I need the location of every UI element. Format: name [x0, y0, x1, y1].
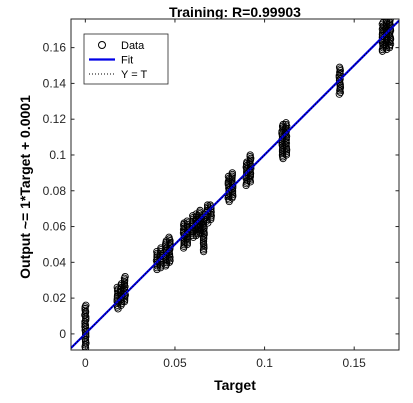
x-tick-label: 0 [82, 356, 89, 370]
y-tick-label: 0.1 [49, 148, 66, 162]
data-point [113, 283, 121, 292]
identity-line [71, 20, 399, 349]
y-tick-label: 0.02 [43, 291, 67, 305]
data-point [386, 19, 394, 23]
y-tick-label: 0.12 [43, 112, 67, 126]
y-tick-label: 0.14 [43, 76, 67, 90]
data-point [282, 124, 290, 132]
chart-title: Training: R=0.99903 [169, 4, 301, 20]
legend-marker-data [98, 41, 106, 49]
x-axis-label: Target [214, 377, 256, 393]
y-tick-label: 0.08 [43, 184, 67, 198]
y-tick-label: 0.06 [43, 220, 67, 234]
legend-label: Y = T [121, 69, 147, 81]
x-tick-label: 0.15 [343, 356, 367, 370]
data-point [335, 63, 344, 71]
legend: Data Fit Y = T [83, 33, 169, 85]
legend-label: Data [121, 40, 145, 52]
data-point [282, 119, 290, 127]
x-tick-label: 0.1 [256, 356, 273, 370]
data-point [121, 272, 129, 281]
legend-label: Fit [121, 55, 133, 67]
data-point [153, 247, 161, 256]
data-point [246, 151, 254, 159]
data-point [82, 301, 90, 309]
y-axis-label: Output ~= 1*Target + 0.0001 [17, 95, 33, 279]
data-point [385, 42, 394, 50]
x-tick-label: 0.05 [163, 356, 187, 370]
y-tick-label: 0.16 [43, 41, 67, 55]
data-point [165, 233, 173, 241]
y-tick-label: 0.04 [43, 255, 67, 269]
data-point [228, 169, 236, 177]
data-point [335, 90, 343, 98]
axis-ticks: 0 0.05 0.1 0.15 0 0.02 0.04 0.06 0.08 0.1 0.12 0.14… [43, 19, 399, 370]
data-point [196, 206, 204, 215]
y-tick-label: 0 [59, 327, 66, 341]
